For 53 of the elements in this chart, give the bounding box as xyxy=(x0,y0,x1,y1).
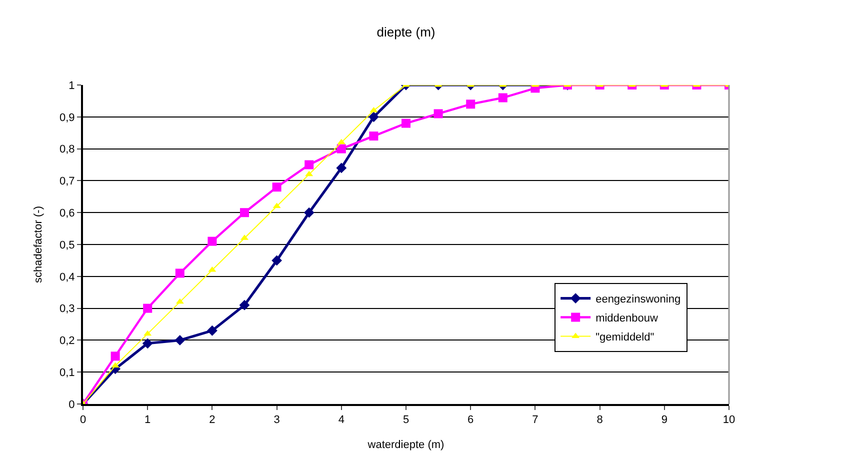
y-tick-label: 0,5 xyxy=(60,239,75,252)
point xyxy=(143,304,152,313)
x-tick-label: 4 xyxy=(338,414,344,426)
x-tick-label: 9 xyxy=(661,414,668,426)
point xyxy=(369,132,378,141)
y-axis-title: schadefactor (-) xyxy=(32,206,45,284)
y-tick-label: 0,6 xyxy=(60,207,75,220)
point xyxy=(336,144,346,154)
point xyxy=(402,118,410,128)
point xyxy=(239,300,250,310)
legend-label: middenbouw xyxy=(596,312,658,325)
point xyxy=(305,170,314,176)
point xyxy=(110,352,120,361)
point xyxy=(175,268,184,278)
x-tick-label: 0 xyxy=(80,414,86,426)
point xyxy=(240,208,249,218)
point xyxy=(176,298,184,304)
point xyxy=(368,112,379,122)
x-axis-title: waterdiepte (m) xyxy=(366,438,444,451)
point xyxy=(498,93,508,102)
point xyxy=(304,207,314,218)
y-tick-label: 0,1 xyxy=(60,366,75,379)
point xyxy=(466,100,476,109)
point xyxy=(144,330,152,336)
point xyxy=(208,236,217,246)
x-tick-label: 5 xyxy=(402,414,410,426)
legend-label: "gemiddeld" xyxy=(596,332,654,344)
y-tick-label: 0,9 xyxy=(60,112,75,124)
x-tick-label: 10 xyxy=(722,414,736,426)
y-tick-label: 1 xyxy=(68,80,75,92)
x-tick-label: 2 xyxy=(209,414,216,426)
point xyxy=(304,160,314,170)
y-tick-label: 0,3 xyxy=(60,303,75,316)
point xyxy=(207,325,218,336)
legend-label: eengezinswoning xyxy=(596,294,681,306)
x-tick-label: 3 xyxy=(274,414,280,426)
y-tick-label: 0,2 xyxy=(60,335,75,348)
x-tick-label: 6 xyxy=(468,414,474,426)
point xyxy=(174,335,186,346)
point xyxy=(142,338,153,349)
x-tick-label: 7 xyxy=(532,414,538,426)
point xyxy=(434,109,443,118)
x-tick-label: 8 xyxy=(596,414,603,426)
x-tick-label: 1 xyxy=(144,414,151,426)
point xyxy=(272,182,282,192)
point xyxy=(336,162,347,174)
y-tick-label: 0,4 xyxy=(60,271,75,284)
line-series xyxy=(83,85,729,404)
y-tick-label: 0,7 xyxy=(60,176,75,188)
y-tick-label: 0 xyxy=(68,398,75,411)
chart-title: diepte (m) xyxy=(376,24,436,40)
y-tick-label: 0,8 xyxy=(60,144,75,156)
point xyxy=(272,255,282,266)
